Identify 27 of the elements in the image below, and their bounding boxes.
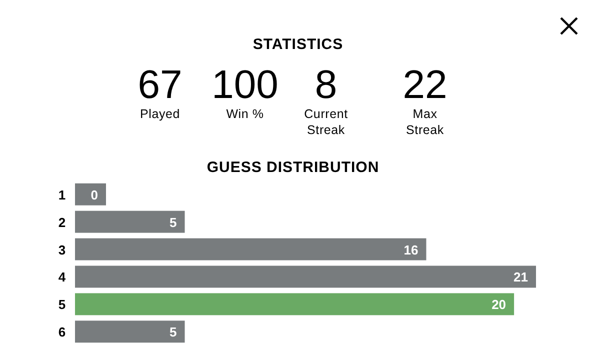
y-tick-label: 4 — [58, 270, 66, 285]
bar — [75, 266, 536, 288]
y-tick-label: 2 — [58, 214, 66, 230]
data-label: 5 — [170, 324, 177, 340]
y-tick-label: 1 — [58, 187, 66, 202]
data-label: 100 — [212, 63, 278, 107]
category-label: Played — [140, 107, 180, 121]
data-label: 8 — [314, 63, 338, 107]
data-label: 16 — [404, 242, 418, 258]
bar — [75, 320, 185, 343]
text: STATISTICS — [252, 36, 344, 53]
y-tick-label: 6 — [58, 324, 66, 340]
bar — [75, 293, 514, 316]
y-tick-label: 5 — [58, 297, 66, 312]
category-label: Win % — [226, 107, 264, 121]
data-label: 20 — [492, 297, 506, 312]
bar — [75, 238, 426, 260]
data-label: 0 — [90, 187, 98, 202]
category-label: Max Streak — [406, 107, 444, 137]
chart-title: GUESS DISTRIBUTION — [206, 159, 380, 176]
data-label: 67 — [138, 63, 182, 107]
bar — [75, 210, 185, 233]
category-label: Current Streak — [304, 107, 348, 137]
data-label: 5 — [170, 214, 177, 230]
data-label: 21 — [514, 270, 528, 285]
y-tick-label: 3 — [58, 242, 66, 258]
data-label: 22 — [402, 63, 448, 107]
